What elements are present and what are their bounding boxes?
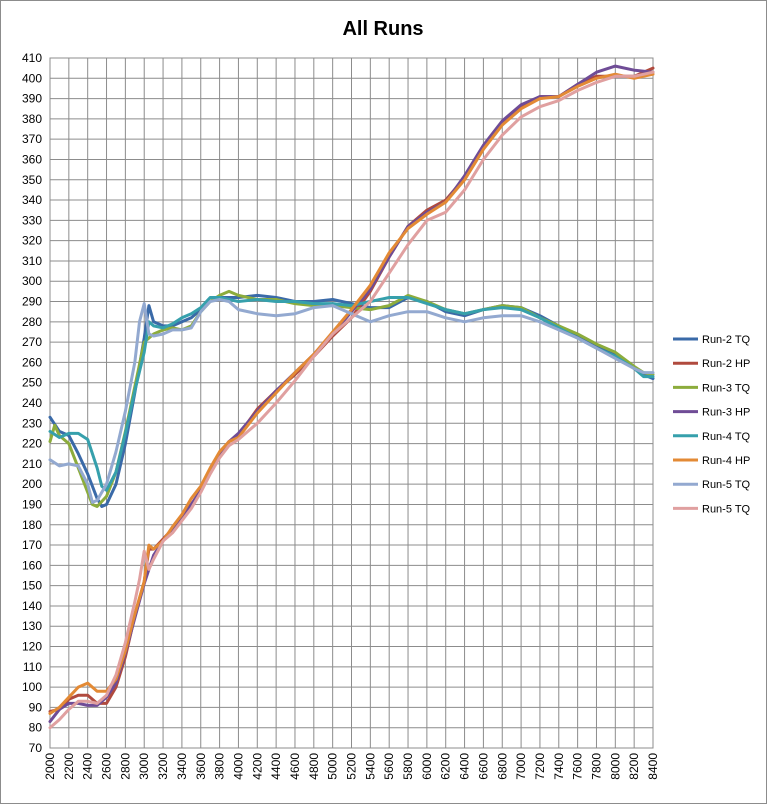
y-tick-label: 170: [22, 538, 42, 552]
y-tick-label: 80: [29, 721, 43, 735]
x-tick-label: 4200: [250, 753, 264, 780]
legend-label: Run-4 HP: [702, 455, 750, 467]
legend-label: Run-5 TQ: [702, 479, 751, 491]
chart-title: All Runs: [342, 18, 423, 40]
x-tick-label: 8000: [608, 753, 622, 780]
legend-item: Run-5 TQ: [673, 503, 751, 515]
y-axis-tick-labels: 70 80 90 100 110 120 130 140 150 160 170 180 190 200 2…: [22, 51, 42, 755]
y-tick-label: 70: [29, 741, 43, 755]
x-tick-label: 4800: [307, 753, 321, 780]
x-tick-label: 6000: [420, 753, 434, 780]
legend-item: Run-5 TQ: [673, 479, 751, 491]
x-tick-label: 8400: [646, 753, 660, 780]
y-tick-label: 380: [22, 112, 42, 126]
x-tick-label: 2000: [43, 753, 57, 780]
x-tick-label: 5800: [401, 753, 415, 780]
y-tick-label: 210: [22, 457, 42, 471]
series-layer: [48, 64, 655, 730]
legend-label: Run-2 TQ: [702, 334, 751, 346]
x-tick-label: 6600: [476, 753, 490, 780]
x-tick-label: 4600: [288, 753, 302, 780]
y-tick-label: 300: [22, 274, 42, 288]
y-tick-label: 370: [22, 132, 42, 146]
x-tick-label: 5400: [363, 753, 377, 780]
y-tick-label: 410: [22, 51, 42, 65]
y-tick-label: 280: [22, 315, 42, 329]
y-tick-label: 390: [22, 92, 42, 106]
y-tick-label: 340: [22, 193, 42, 207]
x-tick-label: 3400: [175, 753, 189, 780]
y-tick-label: 250: [22, 376, 42, 390]
x-tick-label: 4400: [269, 753, 283, 780]
y-tick-label: 270: [22, 335, 42, 349]
legend-label: Run-2 HP: [702, 358, 750, 370]
y-tick-label: 190: [22, 497, 42, 511]
x-tick-label: 3200: [156, 753, 170, 780]
legend-item: Run-3 HP: [673, 407, 750, 419]
x-tick-label: 2800: [118, 753, 132, 780]
y-tick-label: 100: [22, 680, 42, 694]
x-tick-label: 2400: [81, 753, 95, 780]
x-tick-label: 5600: [382, 753, 396, 780]
legend-item: Run-2 HP: [673, 358, 750, 370]
x-tick-label: 3600: [194, 753, 208, 780]
y-tick-label: 290: [22, 295, 42, 309]
y-tick-label: 360: [22, 152, 42, 166]
legend-label: Run-4 TQ: [702, 431, 751, 443]
legend-item: Run-4 HP: [673, 455, 750, 467]
legend-item: Run-2 TQ: [673, 334, 751, 346]
grid-lines: [49, 57, 654, 749]
y-tick-label: 140: [22, 599, 42, 613]
y-tick-label: 260: [22, 355, 42, 369]
legend-label: Run-3 TQ: [702, 382, 751, 394]
y-tick-label: 240: [22, 396, 42, 410]
legend-label: Run-5 TQ: [702, 503, 751, 515]
y-tick-label: 310: [22, 254, 42, 268]
legend: Run-2 TQ Run-2 HP Run-3 TQ Run-3 HP Run-4 TQ…: [673, 334, 751, 515]
y-tick-label: 150: [22, 579, 42, 593]
x-tick-label: 8200: [627, 753, 641, 780]
series-line-7: [48, 298, 655, 504]
y-tick-label: 330: [22, 213, 42, 227]
y-tick-label: 350: [22, 173, 42, 187]
x-tick-label: 7600: [571, 753, 585, 780]
x-tick-label: 7000: [514, 753, 528, 780]
x-tick-label: 3800: [213, 753, 227, 780]
y-tick-label: 400: [22, 71, 42, 85]
y-tick-label: 110: [23, 660, 42, 674]
x-axis-tick-labels: 2000 2200 2400 2600 2800 3000 3200 3400 3600 3800…: [43, 753, 660, 780]
y-tick-label: 160: [22, 558, 42, 572]
legend-item: Run-3 TQ: [673, 382, 751, 394]
x-tick-label: 6200: [439, 753, 453, 780]
legend-item: Run-4 TQ: [673, 431, 751, 443]
x-tick-label: 3000: [137, 753, 151, 780]
x-tick-label: 5200: [345, 753, 359, 780]
y-tick-label: 200: [22, 477, 42, 491]
x-tick-label: 4000: [231, 753, 245, 780]
y-tick-label: 130: [22, 619, 42, 633]
y-tick-label: 220: [22, 437, 42, 451]
y-tick-label: 120: [22, 640, 42, 654]
y-tick-label: 230: [22, 416, 42, 430]
series-line-8: [48, 70, 655, 730]
x-tick-label: 2200: [62, 753, 76, 780]
y-tick-label: 90: [29, 700, 43, 714]
series-line-5: [48, 296, 655, 492]
y-tick-label: 320: [22, 234, 42, 248]
x-tick-label: 6800: [495, 753, 509, 780]
y-tick-label: 180: [22, 518, 42, 532]
plot-area-border: [49, 57, 654, 749]
x-tick-label: 6400: [458, 753, 472, 780]
legend-label: Run-3 HP: [702, 407, 750, 419]
x-tick-label: 7200: [533, 753, 547, 780]
x-tick-label: 5000: [326, 753, 340, 780]
x-tick-label: 7400: [552, 753, 566, 780]
x-tick-label: 7800: [589, 753, 603, 780]
x-tick-label: 2600: [100, 753, 114, 780]
